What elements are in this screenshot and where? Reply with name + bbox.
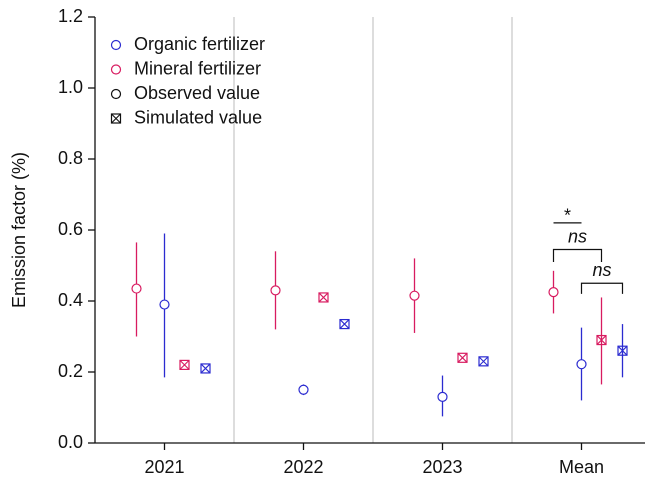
point-cross — [179, 360, 190, 370]
point-cross — [478, 356, 489, 367]
point — [318, 292, 329, 303]
y-tick-label: 1.2 — [58, 6, 83, 26]
point — [339, 318, 350, 330]
point-box — [318, 292, 329, 303]
point — [110, 64, 122, 75]
point-cross — [457, 352, 468, 363]
point — [548, 287, 559, 298]
y-tick-label: 0.6 — [58, 219, 83, 239]
point — [270, 285, 281, 296]
y-tick-label: 0.2 — [58, 361, 83, 381]
x-tick-label: 2023 — [422, 457, 462, 477]
point-cross — [200, 363, 211, 374]
point — [596, 334, 607, 346]
point — [110, 39, 122, 51]
legend-label: Simulated value — [134, 107, 262, 127]
point — [457, 352, 468, 363]
point — [110, 88, 122, 100]
point-box — [457, 352, 468, 363]
point — [576, 359, 587, 370]
point-cross — [617, 345, 628, 356]
significance-label: ns — [568, 226, 587, 246]
point-cross — [596, 335, 607, 345]
point — [110, 113, 122, 124]
point-box — [110, 113, 122, 124]
point — [437, 391, 448, 402]
point-box — [617, 345, 628, 356]
point-cross — [339, 319, 350, 329]
significance-bracket — [552, 248, 603, 262]
x-tick-label: Mean — [559, 457, 604, 477]
point — [179, 359, 190, 370]
legend-label: Mineral fertilizer — [134, 58, 261, 78]
y-tick-label: 0.0 — [58, 432, 83, 452]
point-box — [339, 318, 350, 330]
point — [159, 299, 170, 310]
x-tick-label: 2021 — [144, 457, 184, 477]
point — [200, 363, 211, 374]
point — [409, 290, 420, 301]
point — [478, 356, 489, 367]
point-box — [179, 359, 190, 370]
point — [131, 283, 142, 294]
significance-label: * — [564, 206, 571, 226]
y-tick-label: 0.8 — [58, 148, 83, 168]
point — [617, 345, 628, 356]
y-axis-label: Emission factor (%) — [9, 152, 29, 308]
point-cross — [111, 113, 121, 124]
significance-bracket — [580, 282, 624, 294]
point-cross — [318, 292, 329, 303]
point-box — [478, 356, 489, 367]
legend-label: Organic fertilizer — [134, 34, 265, 54]
legend-label: Observed value — [134, 83, 260, 103]
x-tick-label: 2022 — [283, 457, 323, 477]
y-tick-label: 1.0 — [58, 77, 83, 97]
point-box — [200, 363, 211, 374]
point-box — [596, 334, 607, 346]
y-tick-label: 0.4 — [58, 290, 83, 310]
point — [298, 384, 309, 395]
significance-label: ns — [592, 260, 611, 280]
